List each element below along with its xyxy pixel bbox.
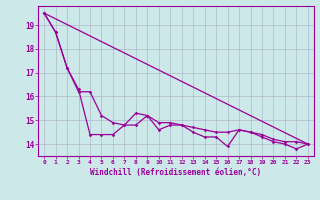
X-axis label: Windchill (Refroidissement éolien,°C): Windchill (Refroidissement éolien,°C) bbox=[91, 168, 261, 177]
